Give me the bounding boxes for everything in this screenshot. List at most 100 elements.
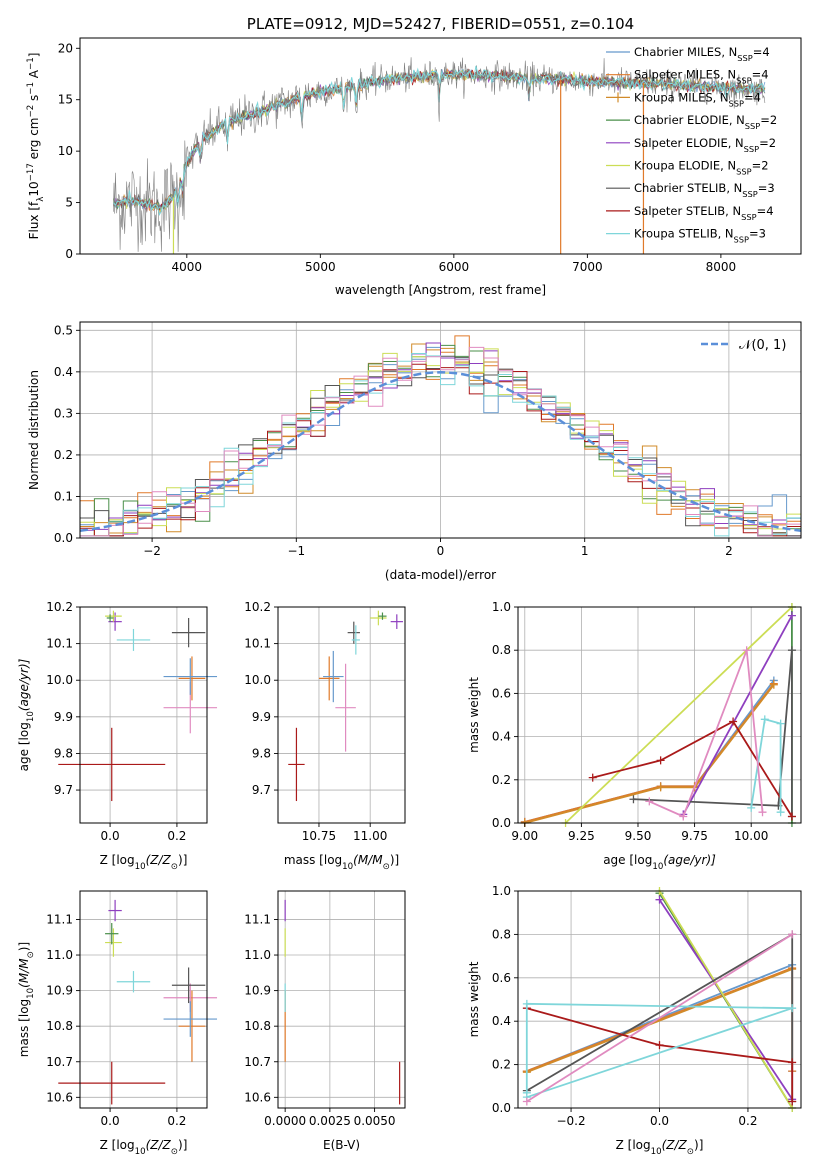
legend-entry: Kroupa MILES, NSSP=4 — [634, 90, 761, 108]
x-tick-label: −1 — [287, 544, 305, 558]
x-tick-label: 0.0025 — [309, 1114, 351, 1128]
y-tick-label: 10.2 — [46, 600, 73, 614]
axis-label-part: ⊙ — [26, 951, 36, 958]
y-tick-label: 1.0 — [492, 884, 511, 898]
weight-point — [787, 611, 796, 620]
legend-entry: Kroupa STELIB, NSSP=3 — [634, 227, 766, 245]
axes-layer — [76, 37, 802, 1112]
legend-entry: Chabrier ELODIE, NSSP=2 — [634, 113, 777, 131]
axis-label-part: Z [log — [100, 1138, 135, 1152]
text-layer: 4000 5000 6000 7000 800005101520PLATE=0912, … — [17, 15, 786, 1157]
x-tick-label: 5000 — [305, 260, 336, 274]
legend-entry-part: Chabrier ELODIE, N — [634, 113, 745, 127]
x-tick-label: 0.0 — [101, 829, 120, 843]
legend-entry-part: =4 — [752, 68, 769, 82]
axis-label: Z [log10(Z/Z⊙)] — [100, 853, 188, 872]
legend-entry: Salpeter ELODIE, NSSP=2 — [634, 136, 776, 154]
y-tick-label: 10.6 — [244, 1090, 271, 1104]
observed-spectrum — [113, 57, 766, 252]
y-tick-label: 0.4 — [492, 730, 511, 744]
weight-point — [522, 1097, 531, 1106]
y-tick-label: 10.9 — [244, 984, 271, 998]
y-tick-label: 9.9 — [252, 710, 271, 724]
legend-entry-part: =4 — [744, 90, 761, 104]
axis-label-part: )] — [694, 1138, 703, 1152]
axis-label-part: Z [log — [616, 1138, 651, 1152]
weight-point — [758, 808, 767, 817]
x-tick-label: 9.50 — [625, 829, 652, 843]
y-axis-label: mass weight — [467, 961, 481, 1037]
y-tick-label: 10.8 — [244, 1019, 271, 1033]
legend-entry-part: =3 — [749, 227, 766, 241]
weight-point — [769, 680, 778, 689]
x-tick-label: 9.75 — [681, 829, 708, 843]
axis-label-part: ⊙ — [171, 1147, 178, 1157]
y-axis-label: mass weight — [467, 677, 481, 753]
axis-label-part: )] — [178, 1138, 187, 1152]
axis-label-part: (M/M — [17, 958, 31, 988]
y-axis-label-part: −1 — [26, 57, 36, 70]
axis-label-part: mass [log — [284, 853, 342, 867]
axis-label-part: )] — [390, 853, 399, 867]
x-tick-label: 4000 — [172, 260, 203, 274]
x-tick-label: 0.0050 — [354, 1114, 396, 1128]
legend-entry: Salpeter STELIB, NSSP=4 — [634, 204, 774, 222]
axis-label-part: 10 — [651, 1147, 662, 1157]
axis-label: age [log10(age/yr)] — [603, 853, 716, 872]
weight-point — [522, 1088, 531, 1097]
weight-point — [788, 1097, 797, 1106]
y-tick-label: 0.1 — [54, 489, 73, 503]
y-tick-label: 0.0 — [492, 816, 511, 830]
y-tick-label: 11.1 — [244, 912, 271, 926]
legend-entry-part: Kroupa STELIB, N — [634, 227, 734, 241]
axis-label: Z [log10(Z/Z⊙)] — [616, 1138, 704, 1157]
legend-entry-part: =3 — [758, 181, 775, 195]
y-tick-label: 10 — [58, 144, 73, 158]
y-tick-label: 0.6 — [492, 971, 511, 985]
axis-label-part: age [log — [603, 853, 652, 867]
axis-label-part: 10 — [652, 862, 663, 872]
axis-label-part: age [log — [17, 722, 31, 771]
legend-entry-part: SSP — [744, 144, 759, 154]
y-tick-label: 0 — [65, 247, 73, 261]
axis-label-part: )] — [17, 942, 31, 951]
y-tick-label: 0.3 — [54, 406, 73, 420]
axes-frame — [277, 606, 406, 824]
weight-point — [742, 646, 751, 655]
y-tick-label: 10.1 — [46, 637, 73, 651]
y-tick-label: 9.8 — [54, 746, 73, 760]
x-tick-label: 1 — [581, 544, 589, 558]
x-tick-label: 6000 — [439, 260, 470, 274]
y-axis-label-part: ] — [27, 53, 41, 58]
axis-label-part: ⊙ — [383, 862, 390, 872]
y-tick-label: 0.6 — [492, 686, 511, 700]
weight-line — [658, 890, 793, 1109]
x-tick-label: 0.0 — [101, 1114, 120, 1128]
y-axis-label: Normed distribution — [27, 370, 41, 490]
y-tick-label: 0.2 — [492, 1058, 511, 1072]
legend-entry-part: SSP — [741, 212, 756, 222]
legend-entry-part: Salpeter ELODIE, N — [634, 136, 744, 150]
x-tick-label: 0 — [437, 544, 445, 558]
x-tick-label: 8000 — [706, 260, 737, 274]
axes-frame — [79, 606, 208, 824]
y-tick-label: 10.8 — [46, 1019, 73, 1033]
weight-point — [788, 930, 797, 939]
x-axis-label: E(B-V) — [323, 1138, 360, 1152]
legend-entry-part: SSP — [745, 121, 760, 131]
weight-line — [526, 933, 793, 1103]
axes-frame — [517, 606, 802, 824]
axes-frame — [277, 890, 406, 1109]
y-axis-label: Flux [fλ10−17 erg cm−2 s−1 A−1] — [26, 53, 46, 240]
axis-label: age [log10(age/yr)] — [17, 658, 36, 771]
axis-label: Z [log10(Z/Z⊙)] — [100, 1138, 188, 1157]
weight-line — [526, 1007, 794, 1102]
y-tick-label: 11.0 — [244, 948, 271, 962]
y-tick-label: 10.2 — [244, 600, 271, 614]
axis-label-part: ⊙ — [687, 1147, 694, 1157]
legend-entry-part: SSP — [734, 235, 749, 245]
axis-label: mass [log10(M/M⊙)] — [17, 942, 36, 1057]
y-tick-label: 9.8 — [252, 746, 271, 760]
axis-label-part: (age/yr)] — [17, 658, 31, 711]
weight-line — [682, 615, 793, 815]
